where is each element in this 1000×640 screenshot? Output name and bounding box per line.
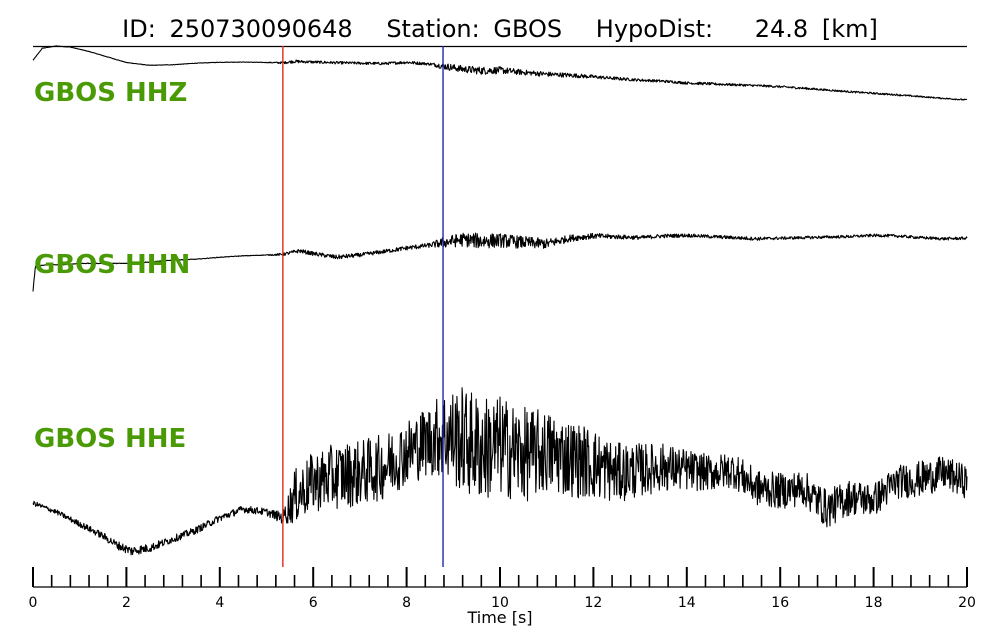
channel-labels: GBOS HHZ GBOS HHN GBOS HHE xyxy=(34,78,190,454)
channel-label-gbos-hhn: GBOS HHN xyxy=(34,250,190,280)
x-axis-label: Time [s] xyxy=(466,608,532,627)
waveform-gbos-hhe xyxy=(32,387,968,556)
waveform-gbos-hhz xyxy=(32,45,968,101)
tick-label-4: 4 xyxy=(215,595,224,611)
tick-label-16: 16 xyxy=(771,595,789,611)
chart-title: ID: 250730090648 Station: GBOS HypoDist:… xyxy=(122,15,878,43)
waveform-traces xyxy=(32,45,968,556)
hypodist-label: HypoDist: xyxy=(596,15,713,43)
channel-label-gbos-hhe: GBOS HHE xyxy=(34,424,186,454)
phase-picks xyxy=(282,46,444,567)
hypodist-unit: [km] xyxy=(822,15,878,43)
channel-label-gbos-hhz: GBOS HHZ xyxy=(34,78,187,108)
tick-label-2: 2 xyxy=(122,595,131,611)
waveform-gbos-hhn xyxy=(32,232,968,292)
tick-label-18: 18 xyxy=(865,595,883,611)
tick-label-12: 12 xyxy=(584,595,602,611)
station-label: Station: xyxy=(386,15,479,43)
tick-label-14: 14 xyxy=(678,595,696,611)
hypodist-value: 24.8 xyxy=(755,15,808,43)
event-id-value: 250730090648 xyxy=(169,15,352,43)
event-id-label: ID: xyxy=(122,15,156,43)
tick-label-10: 10 xyxy=(491,595,509,611)
time-axis: 0 2 4 6 8 10 12 14 16 18 20 xyxy=(29,567,976,611)
station-value: GBOS xyxy=(493,15,562,43)
tick-label-8: 8 xyxy=(402,595,411,611)
tick-label-20: 20 xyxy=(958,595,976,611)
tick-label-6: 6 xyxy=(309,595,318,611)
tick-label-0: 0 xyxy=(29,595,38,611)
